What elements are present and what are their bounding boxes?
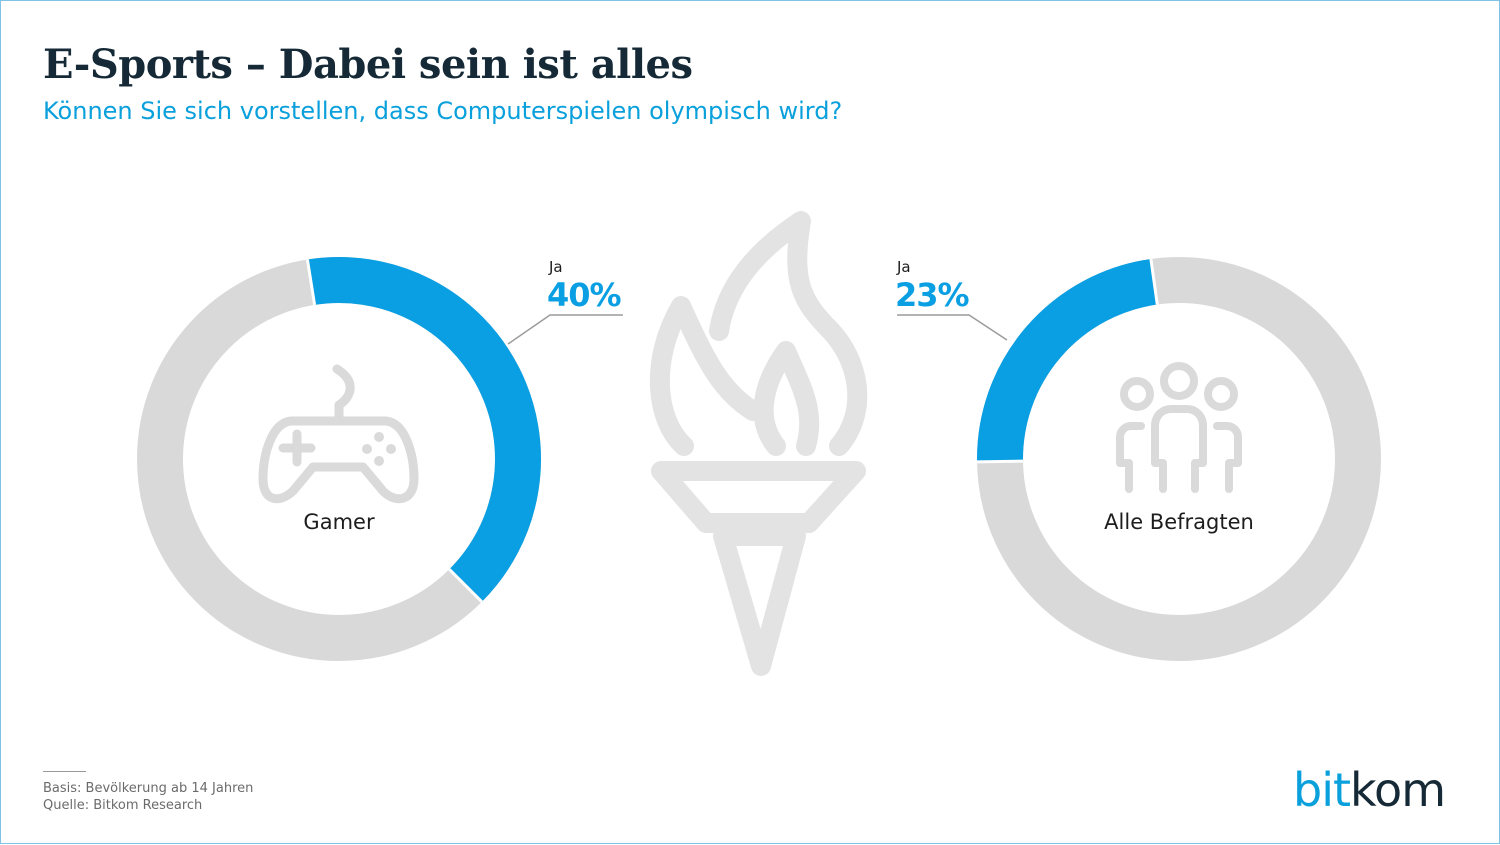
donut-group-label: Alle Befragten: [1104, 510, 1254, 534]
slice-separator: [976, 459, 1024, 464]
data-label-value: 40%: [547, 276, 622, 314]
bitkom-logo: bitkom: [1293, 763, 1446, 817]
gamepad-buttons: [362, 432, 396, 466]
footer-divider: [43, 771, 86, 772]
donut-alle-befragten-ja-slice: [977, 258, 1158, 462]
footnote: Basis: Bevölkerung ab 14 Jahren Quelle: …: [43, 780, 253, 814]
chart-title: E-Sports – Dabei sein ist alles: [43, 41, 693, 88]
people-icon: [1116, 362, 1242, 493]
series-label-ja: Ja: [896, 258, 911, 276]
chart-subtitle: Können Sie sich vorstellen, dass Compute…: [43, 97, 843, 125]
slice-separator: [1149, 258, 1159, 305]
logo-part-kom: kom: [1350, 763, 1446, 817]
series-label-ja: Ja: [548, 258, 563, 276]
donut-group-label: Gamer: [303, 510, 375, 534]
logo-part-bit: bit: [1293, 763, 1351, 817]
footnote-basis: Basis: Bevölkerung ab 14 Jahren: [43, 781, 254, 796]
callout-line: [897, 314, 1008, 341]
callout-line: [507, 314, 623, 345]
gamepad-icon: [258, 364, 419, 504]
donut-alle-befragten: Alle Befragten Ja 23%: [895, 257, 1381, 661]
slice-separator: [448, 568, 483, 603]
data-label-value: 23%: [895, 276, 970, 314]
footnote-source: Quelle: Bitkom Research: [43, 798, 203, 813]
donut-gamer-ja-slice: [307, 257, 541, 602]
slice-separator: [305, 259, 317, 306]
donut-gamer: Gamer Ja 40%: [137, 257, 623, 661]
olympic-torch-icon: [649, 211, 868, 676]
